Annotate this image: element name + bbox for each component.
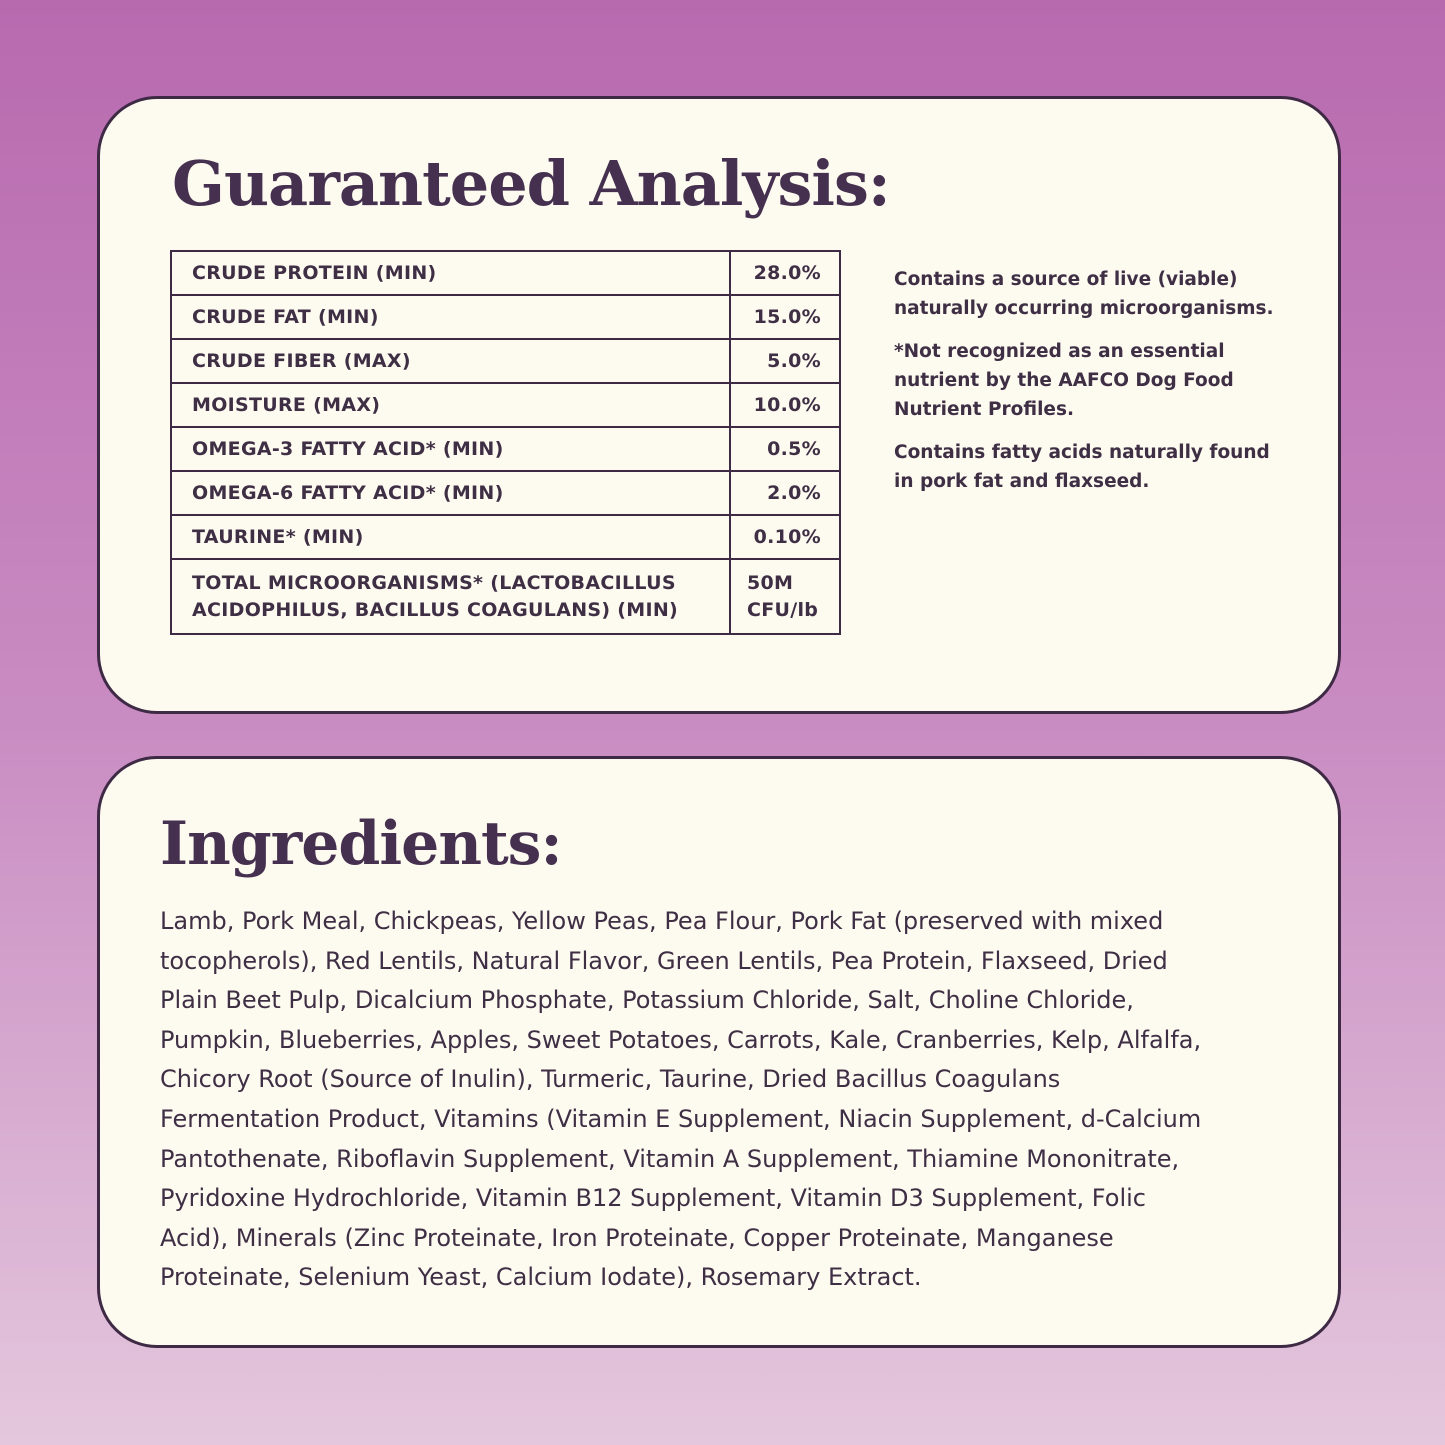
guaranteed-analysis-card: Guaranteed Analysis: CRUDE PROTEIN (MIN)… (97, 96, 1341, 714)
table-row: MOISTURE (MAX) 10.0% (170, 382, 841, 428)
nutrient-label: OMEGA-3 FATTY ACID* (MIN) (170, 426, 731, 472)
ingredients-line: Acid), Minerals (Zinc Proteinate, Iron P… (160, 1223, 1114, 1252)
nutrient-value: 5.0% (729, 338, 841, 384)
ingredients-line: Pantothenate, Riboflavin Supplement, Vit… (160, 1144, 1180, 1173)
table-row: TOTAL MICROORGANISMS* (LACTOBACILLUS ACID… (170, 558, 841, 635)
table-row: CRUDE FAT (MIN) 15.0% (170, 294, 841, 340)
note: *Not recognized as an essential nutrient… (894, 341, 1234, 420)
ingredients-line: Chicory Root (Source of Inulin), Turmeri… (160, 1065, 1061, 1094)
note: Contains a source of live (viable) natur… (894, 269, 1274, 319)
ingredients-line: Lamb, Pork Meal, Chickpeas, Yellow Peas,… (160, 907, 1164, 935)
ingredients-line: Plain Beet Pulp, Dicalcium Phosphate, Po… (160, 986, 1134, 1015)
nutrient-value: 0.5% (729, 426, 841, 472)
label-line: TOTAL MICROORGANISMS* (LACTOBACILLUS (192, 571, 676, 594)
ingredients-line: tocopherols), Red Lentils, Natural Flavo… (160, 946, 1168, 975)
nutrient-value: 28.0% (729, 250, 841, 296)
nutrient-label: CRUDE FAT (MIN) (170, 294, 731, 340)
label-line: ACIDOPHILUS, BACILLUS COAGULANS) (MIN) (192, 598, 679, 621)
table-row: TAURINE* (MIN) 0.10% (170, 514, 841, 560)
table-row: OMEGA-6 FATTY ACID* (MIN) 2.0% (170, 470, 841, 516)
nutrient-value: 10.0% (729, 382, 841, 428)
table-row: CRUDE FIBER (MAX) 5.0% (170, 338, 841, 384)
ingredients-card: Ingredients: Lamb, Pork Meal, Chickpeas,… (97, 756, 1341, 1348)
nutrient-value: 15.0% (729, 294, 841, 340)
analysis-table: CRUDE PROTEIN (MIN) 28.0% CRUDE FAT (MIN)… (170, 250, 841, 635)
nutrient-label: TOTAL MICROORGANISMS* (LACTOBACILLUS ACID… (170, 558, 731, 635)
ingredients-list: Lamb, Pork Meal, Chickpeas, Yellow Peas,… (160, 902, 1201, 1298)
nutrient-label: TAURINE* (MIN) (170, 514, 731, 560)
nutrient-label: OMEGA-6 FATTY ACID* (MIN) (170, 470, 731, 516)
note: Contains fatty acids naturally found in … (894, 442, 1270, 492)
analysis-title: Guaranteed Analysis: (172, 147, 891, 220)
ingredients-title: Ingredients: (160, 809, 563, 879)
nutrient-label: MOISTURE (MAX) (170, 382, 731, 428)
value-line: CFU/lb (747, 598, 819, 621)
value-line: 50M (747, 571, 794, 594)
nutrient-value: 0.10% (729, 514, 841, 560)
table-row: OMEGA-3 FATTY ACID* (MIN) 0.5% (170, 426, 841, 472)
ingredients-line: Pumpkin, Blueberries, Apples, Sweet Pota… (160, 1025, 1202, 1054)
ingredients-line: Pyridoxine Hydrochloride, Vitamin B12 Su… (160, 1184, 1146, 1213)
ingredients-line: Proteinate, Selenium Yeast, Calcium Ioda… (160, 1263, 922, 1292)
nutrient-label: CRUDE FIBER (MAX) (170, 338, 731, 384)
nutrient-value: 2.0% (729, 470, 841, 516)
nutrient-label: CRUDE PROTEIN (MIN) (170, 250, 731, 296)
ingredients-line: Fermentation Product, Vitamins (Vitamin … (160, 1104, 1202, 1133)
table-row: CRUDE PROTEIN (MIN) 28.0% (170, 250, 841, 296)
nutrient-value: 50M CFU/lb (729, 558, 841, 635)
analysis-notes: Contains a source of live (viable) natur… (894, 265, 1274, 510)
